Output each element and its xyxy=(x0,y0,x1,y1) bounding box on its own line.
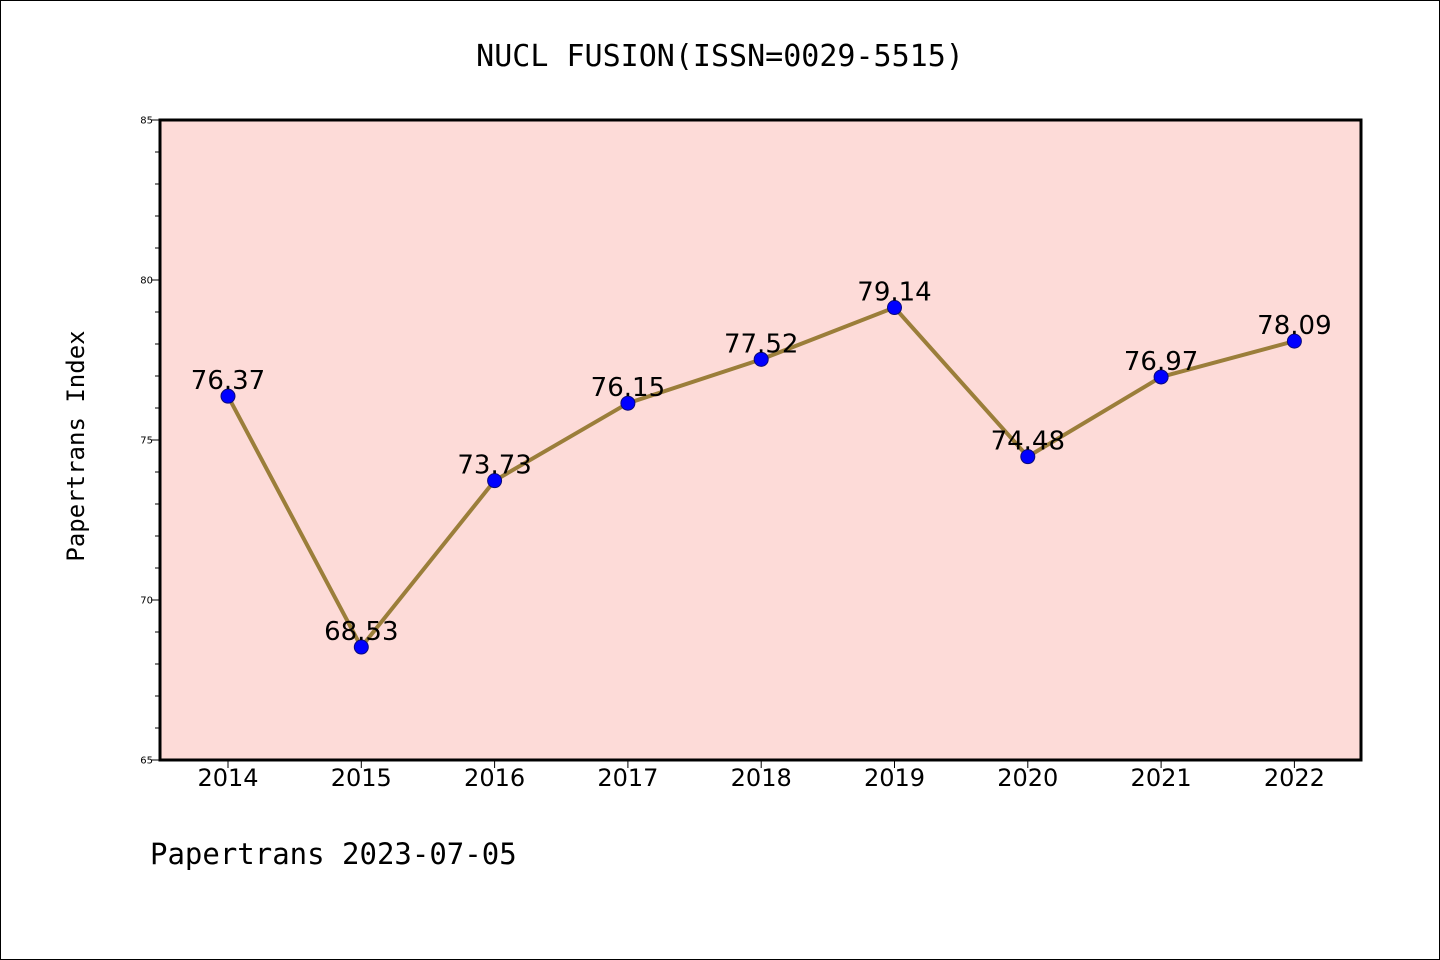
y-tick-label: 65 xyxy=(140,756,153,767)
y-axis-ticks: 65 70 75 80 85 xyxy=(140,116,160,767)
series-layer: 76.37 68.53 73.73 76.15 77.52 79.14 74.48 76.97… xyxy=(191,278,1332,655)
data-point xyxy=(1020,449,1036,465)
data-label: 76.15 xyxy=(591,373,665,403)
data-point xyxy=(753,351,769,367)
data-point xyxy=(620,395,636,411)
x-tick-label: 2016 xyxy=(464,764,525,792)
data-point xyxy=(1286,333,1302,349)
x-tick-label: 2017 xyxy=(597,764,658,792)
data-point xyxy=(487,473,503,489)
y-tick-label: 70 xyxy=(140,596,153,607)
data-label: 76.37 xyxy=(191,366,265,396)
plot-area xyxy=(160,120,1361,760)
data-point xyxy=(220,388,236,404)
data-label: 79.14 xyxy=(857,278,931,308)
y-tick-label: 80 xyxy=(140,276,153,287)
data-label: 68.53 xyxy=(324,617,398,647)
data-label: 77.52 xyxy=(724,329,798,359)
data-point xyxy=(353,639,369,655)
y-axis-label: Papertrans Index xyxy=(62,330,90,561)
x-axis-ticks: 2014 2015 2016 2017 2018 2019 2020 2021 2022 xyxy=(197,760,1325,792)
data-label: 76.97 xyxy=(1124,347,1198,377)
data-point xyxy=(1153,369,1169,385)
footer-credit: Papertrans 2023-07-05 xyxy=(150,837,517,871)
x-tick-label: 2015 xyxy=(331,764,392,792)
chart-title: NUCL FUSION(ISSN=0029-5515) xyxy=(476,39,964,74)
x-tick-label: 2018 xyxy=(731,764,792,792)
x-tick-label: 2014 xyxy=(197,764,258,792)
plot-border xyxy=(158,118,1363,762)
y-tick-label: 85 xyxy=(140,116,153,127)
data-label: 78.09 xyxy=(1257,311,1331,341)
x-tick-label: 2022 xyxy=(1264,764,1325,792)
x-tick-label: 2019 xyxy=(864,764,925,792)
y-tick-label: 75 xyxy=(140,436,153,447)
data-label: 73.73 xyxy=(457,451,531,481)
data-point xyxy=(887,300,902,316)
x-tick-label: 2021 xyxy=(1131,764,1192,792)
data-label: 74.48 xyxy=(991,427,1065,457)
x-tick-label: 2020 xyxy=(997,764,1058,792)
